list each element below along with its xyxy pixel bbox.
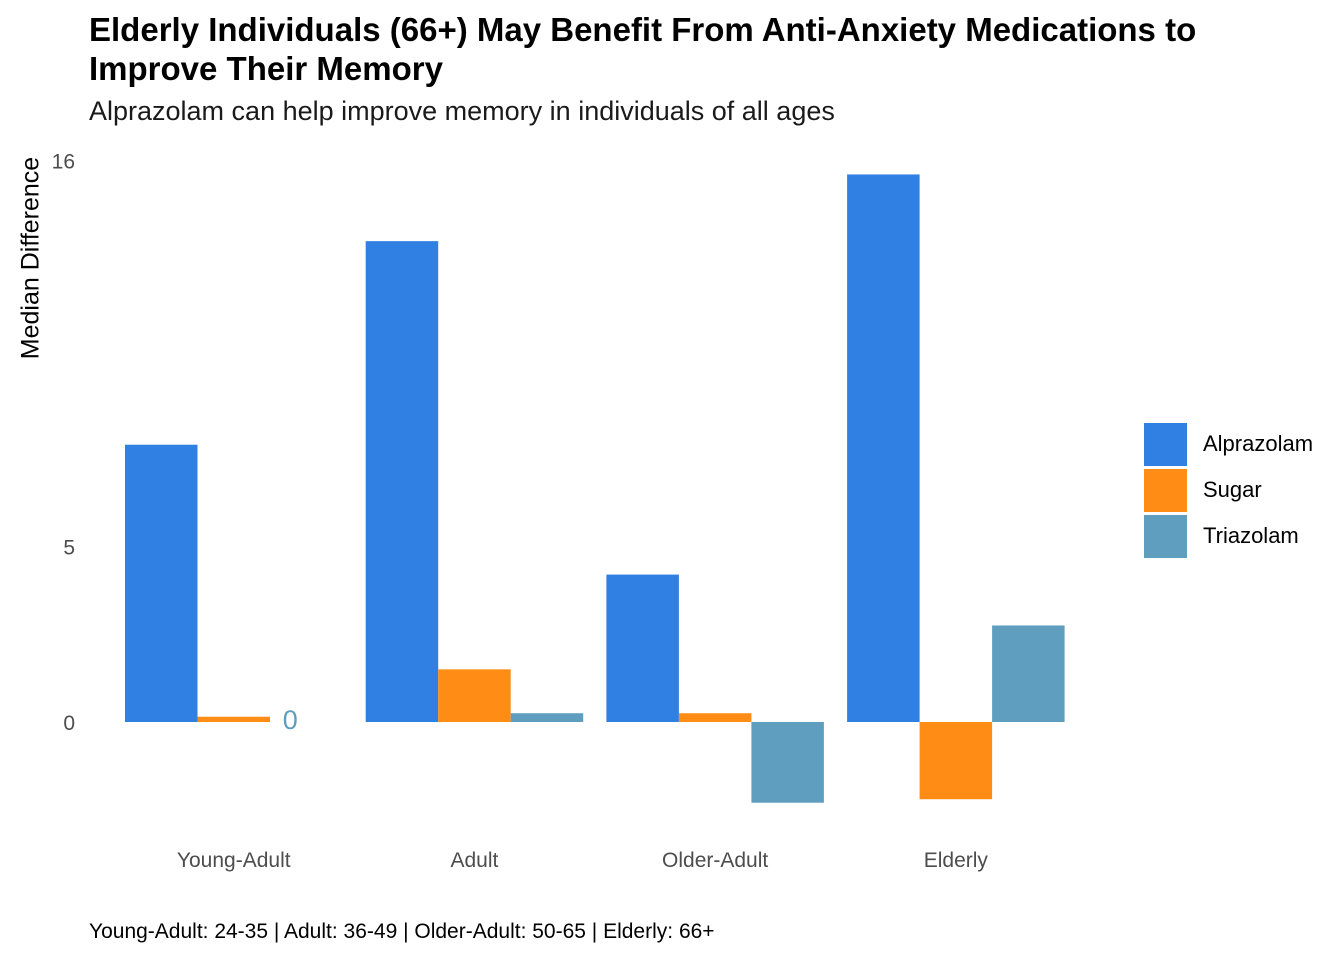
y-tick-label: 5 — [63, 537, 75, 560]
chart-caption: Young-Adult: 24-35 | Adult: 36-49 | Olde… — [89, 920, 715, 943]
legend: Alprazolam Sugar Triazolam — [1144, 421, 1313, 559]
legend-swatch — [1144, 422, 1187, 466]
x-axis-ticks: Young-Adult Adult Older-Adult Elderly — [177, 849, 989, 872]
x-tick-label: Elderly — [924, 849, 989, 872]
x-tick-label: Older-Adult — [662, 849, 768, 872]
data-label: 0 — [283, 705, 298, 735]
chart-title: Elderly Individuals (66+) May Benefit Fr… — [89, 11, 1197, 87]
bar-sugar-young-adult — [197, 716, 270, 722]
bar-triazolam-elderly — [992, 625, 1065, 722]
bar-sugar-adult — [438, 669, 511, 722]
legend-item-alprazolam: Alprazolam — [1144, 421, 1313, 467]
legend-item-sugar: Sugar — [1144, 467, 1313, 513]
x-tick-label: Adult — [451, 849, 499, 872]
y-tick-label: 16 — [52, 150, 75, 173]
bar-alprazolam-adult — [365, 241, 439, 722]
legend-item-triazolam: Triazolam — [1144, 513, 1313, 559]
chart-subtitle: Alprazolam can help improve memory in in… — [89, 96, 835, 126]
bar-triazolam-older-adult — [751, 722, 824, 803]
x-tick-label: Young-Adult — [177, 849, 291, 872]
bar-triazolam-adult — [510, 713, 584, 722]
legend-swatch — [1144, 468, 1187, 512]
bar-alprazolam-elderly — [847, 174, 920, 722]
annotations: 0 — [283, 705, 298, 735]
bar-alprazolam-older-adult — [606, 574, 679, 722]
y-axis-ticks: 0 5 16 — [52, 150, 75, 735]
legend-swatch — [1144, 514, 1187, 558]
legend-label: Sugar — [1203, 477, 1262, 502]
bar-sugar-elderly — [919, 722, 993, 800]
legend-label: Alprazolam — [1203, 431, 1314, 456]
legend-label: Triazolam — [1203, 523, 1299, 548]
bar-alprazolam-young-adult — [125, 444, 198, 722]
bar-sugar-older-adult — [678, 713, 752, 722]
y-tick-label: 0 — [63, 712, 75, 735]
bars — [125, 174, 1065, 803]
